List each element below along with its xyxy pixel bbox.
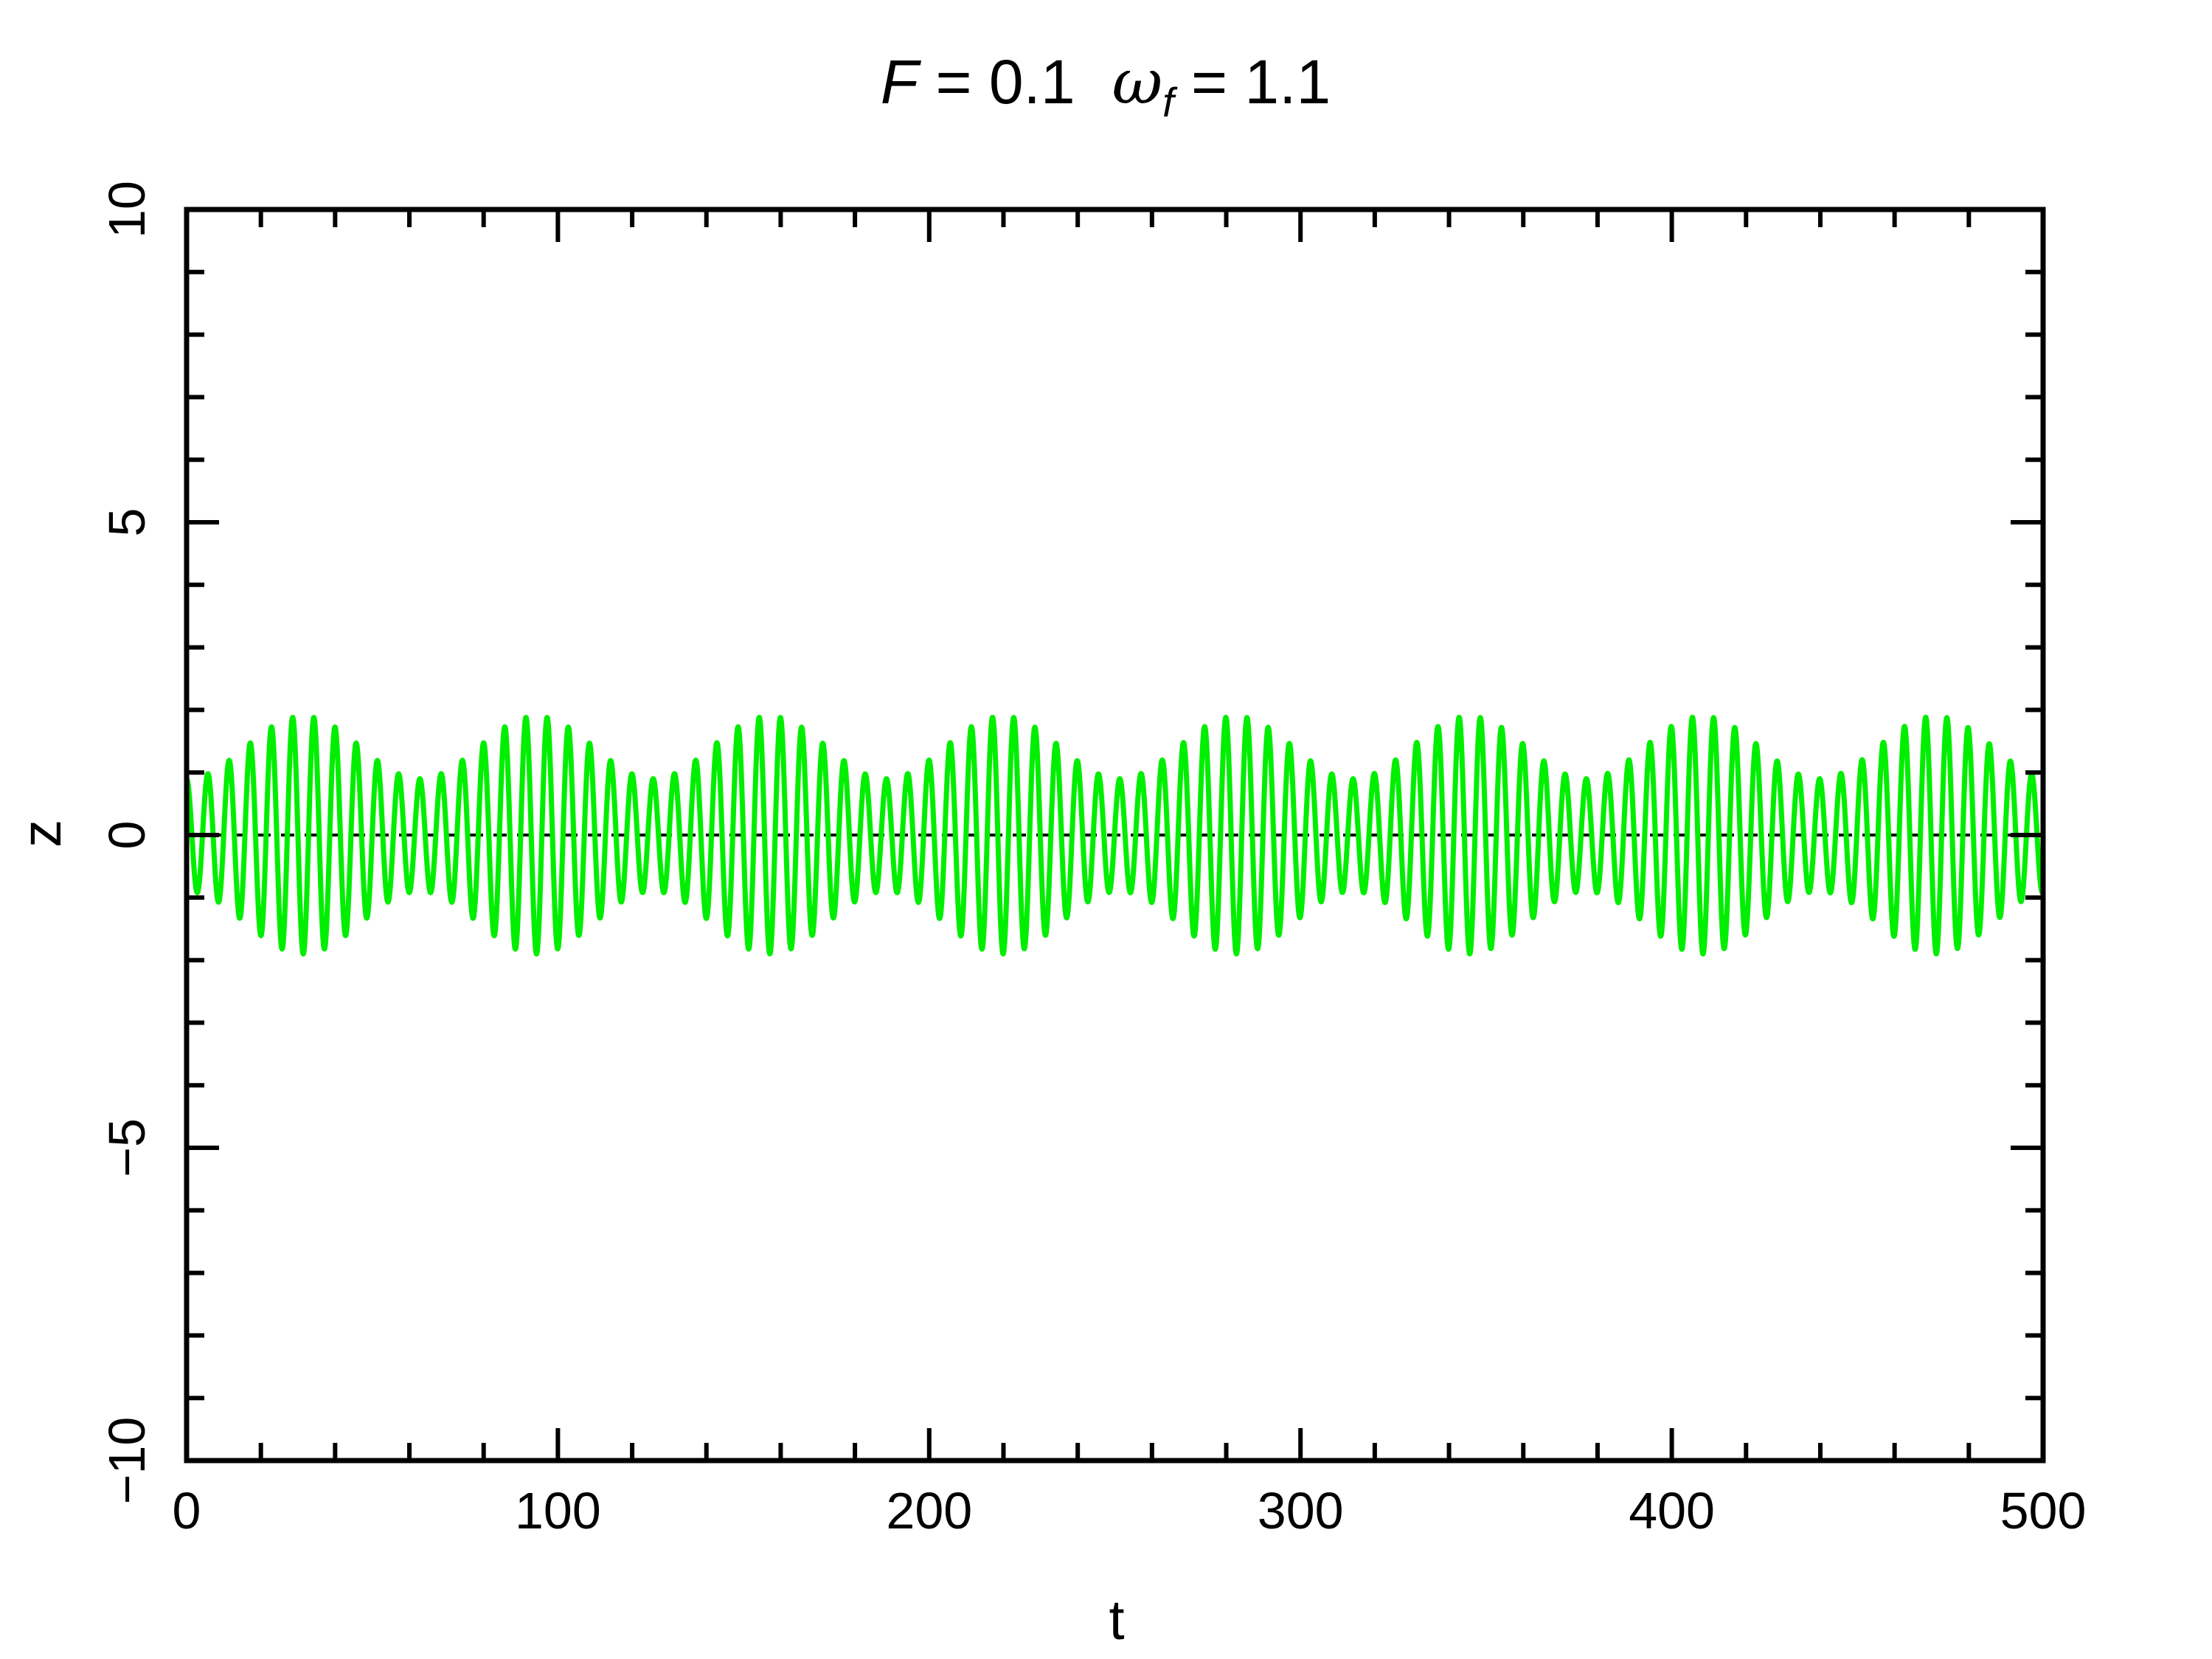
y-tick-label: 10	[98, 181, 156, 238]
chart-title: F = 0.1 ωf = 1.1	[881, 46, 1331, 125]
x-tick-label: 100	[515, 1482, 601, 1539]
y-tick-label: −5	[98, 1118, 156, 1177]
y-axis-label: z	[10, 820, 73, 848]
title-f-eq: = 0.1	[918, 47, 1075, 117]
y-tick-label: 0	[98, 821, 156, 850]
x-tick-label: 500	[2000, 1482, 2087, 1539]
title-omega-eq: = 1.1	[1174, 47, 1331, 117]
y-tick-label: −10	[98, 1417, 156, 1505]
title-omega-var: ω	[1112, 46, 1163, 118]
x-tick-label: 300	[1258, 1482, 1344, 1539]
ticks-group	[184, 207, 2045, 1463]
x-tick-label: 400	[1629, 1482, 1715, 1539]
series-line-0	[184, 714, 2046, 957]
series-group	[184, 714, 2046, 957]
y-tick-label: 5	[98, 508, 156, 537]
x-tick-label: 0	[173, 1482, 201, 1539]
x-axis-label: t	[1109, 1589, 1124, 1652]
x-tick-label: 200	[886, 1482, 972, 1539]
title-f-var: F	[881, 47, 922, 117]
tick-labels-group: 0 100 200 300 400 500 −10 −5 0 5 10	[98, 181, 2086, 1539]
